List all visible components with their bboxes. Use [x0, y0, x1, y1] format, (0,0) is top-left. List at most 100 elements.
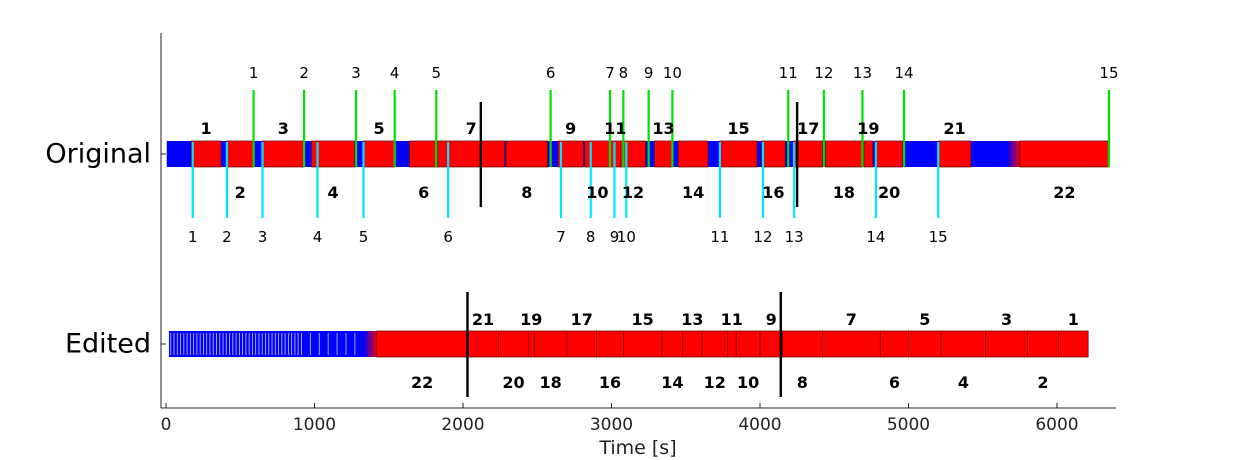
edited-segment-label-below: 6	[889, 373, 900, 392]
original-segment-4	[311, 140, 355, 168]
bottom-marker-label: 9	[610, 228, 620, 246]
top-marker-label: 11	[779, 64, 798, 82]
original-segment-13	[654, 140, 673, 168]
original-segment-label-above: 13	[652, 119, 674, 138]
original-segment-label-above: 3	[278, 119, 289, 138]
original-segment-1	[190, 140, 222, 168]
top-marker-label: 7	[605, 64, 615, 82]
markers-layer	[191, 90, 1111, 397]
original-segment-label-above: 7	[466, 119, 477, 138]
x-axis-ticks: 0 1000 2000 3000 4000 5000 6000	[161, 403, 1079, 435]
original-segment-label-above: 9	[565, 119, 576, 138]
x-axis-title: Time [s]	[598, 437, 676, 459]
top-marker-label: 2	[299, 64, 309, 82]
bottom-marker-label: 5	[359, 228, 369, 246]
bottom-marker-label: 10	[617, 228, 636, 246]
top-marker-label: 10	[663, 64, 682, 82]
bottom-marker-label: 6	[443, 228, 453, 246]
original-segment-15	[719, 140, 758, 168]
edited-segment-4	[940, 330, 987, 358]
edited-segment-15	[623, 330, 663, 358]
original-segment-label-below: 4	[327, 183, 338, 202]
top-marker-label: 4	[390, 64, 400, 82]
original-segment-label-below: 8	[521, 183, 532, 202]
edited-segment-1	[1058, 330, 1089, 358]
edited-segment-8	[781, 330, 823, 358]
bottom-marker-label: 12	[753, 228, 772, 246]
edited-segment-16	[596, 330, 624, 358]
x-tick-label: 3000	[590, 415, 633, 435]
edited-segment-7	[822, 330, 881, 358]
edited-segment-label-above: 7	[846, 310, 857, 329]
edited-segment-5	[908, 330, 942, 358]
edited-segment-label-below: 14	[661, 373, 683, 392]
edited-segment-3	[985, 330, 1028, 358]
x-tick-label: 1000	[293, 415, 336, 435]
top-marker-label: 6	[546, 64, 556, 82]
original-segment-2	[226, 140, 254, 168]
bars-layer	[190, 140, 1110, 358]
original-segment-17	[793, 140, 823, 168]
x-tick-label: 4000	[738, 415, 781, 435]
original-segment-18	[824, 140, 863, 168]
edited-segment-20	[498, 330, 529, 358]
edited-segment-label-above: 5	[919, 310, 930, 329]
edited-segment-label-above: 15	[632, 310, 654, 329]
top-marker-label: 8	[619, 64, 629, 82]
original-segment-3	[262, 140, 305, 168]
edited-segment-label-below: 2	[1037, 373, 1048, 392]
edited-fade	[363, 331, 378, 357]
original-segment-label-above: 5	[374, 119, 385, 138]
edited-segment-10	[735, 330, 761, 358]
original-segment-9	[557, 140, 584, 168]
x-tick-label: 2000	[441, 415, 484, 435]
edited-segment-label-below: 22	[411, 373, 433, 392]
original-segment-label-below: 2	[235, 183, 246, 202]
original-segment-10	[584, 140, 611, 168]
edited-segment-label-above: 1	[1068, 310, 1079, 329]
original-segment-label-above: 1	[201, 119, 212, 138]
top-marker-label: 14	[894, 64, 913, 82]
edited-segment-label-below: 18	[539, 373, 561, 392]
edited-segment-label-above: 21	[472, 310, 494, 329]
original-segment-label-above: 11	[604, 119, 626, 138]
x-tick-label: 5000	[887, 415, 930, 435]
original-segment-label-below: 18	[833, 183, 855, 202]
original-segment-label-below: 16	[762, 183, 784, 202]
top-marker-label: 3	[351, 64, 361, 82]
bottom-marker-label: 13	[785, 228, 804, 246]
original-segment-label-above: 15	[727, 119, 749, 138]
edited-segment-label-above: 3	[1001, 310, 1012, 329]
edited-segment-label-below: 12	[704, 373, 726, 392]
edited-segment-label-below: 20	[502, 373, 524, 392]
edited-background-band	[168, 331, 380, 357]
original-segment-14	[677, 140, 709, 168]
edited-segment-label-above: 17	[571, 310, 593, 329]
edited-segment-14	[661, 330, 684, 358]
edited-segment-9	[759, 330, 783, 358]
original-segment-8	[505, 140, 548, 168]
bottom-marker-label: 11	[710, 228, 729, 246]
edited-segment-2	[1026, 330, 1059, 358]
original-segment-label-below: 10	[586, 183, 608, 202]
original-segment-22	[1019, 140, 1110, 168]
top-marker-label: 5	[431, 64, 441, 82]
bottom-marker-label: 3	[258, 228, 268, 246]
edited-segment-21	[467, 330, 499, 358]
edited-segment-17	[566, 330, 598, 358]
original-segment-label-below: 20	[878, 183, 900, 202]
original-segment-label-below: 14	[682, 183, 704, 202]
row-label-edited: Edited	[65, 329, 151, 360]
top-marker-label: 9	[644, 64, 654, 82]
edited-segment-label-below: 10	[737, 373, 759, 392]
original-segment-label-below: 22	[1053, 183, 1075, 202]
edited-segment-22	[376, 330, 468, 358]
edited-segment-label-above: 11	[721, 310, 743, 329]
original-segment-label-above: 17	[797, 119, 819, 138]
original-segment-12	[620, 140, 647, 168]
edited-segment-label-above: 9	[766, 310, 777, 329]
original-segment-16	[761, 140, 786, 168]
original-segment-20	[875, 140, 903, 168]
bottom-marker-label: 14	[866, 228, 885, 246]
